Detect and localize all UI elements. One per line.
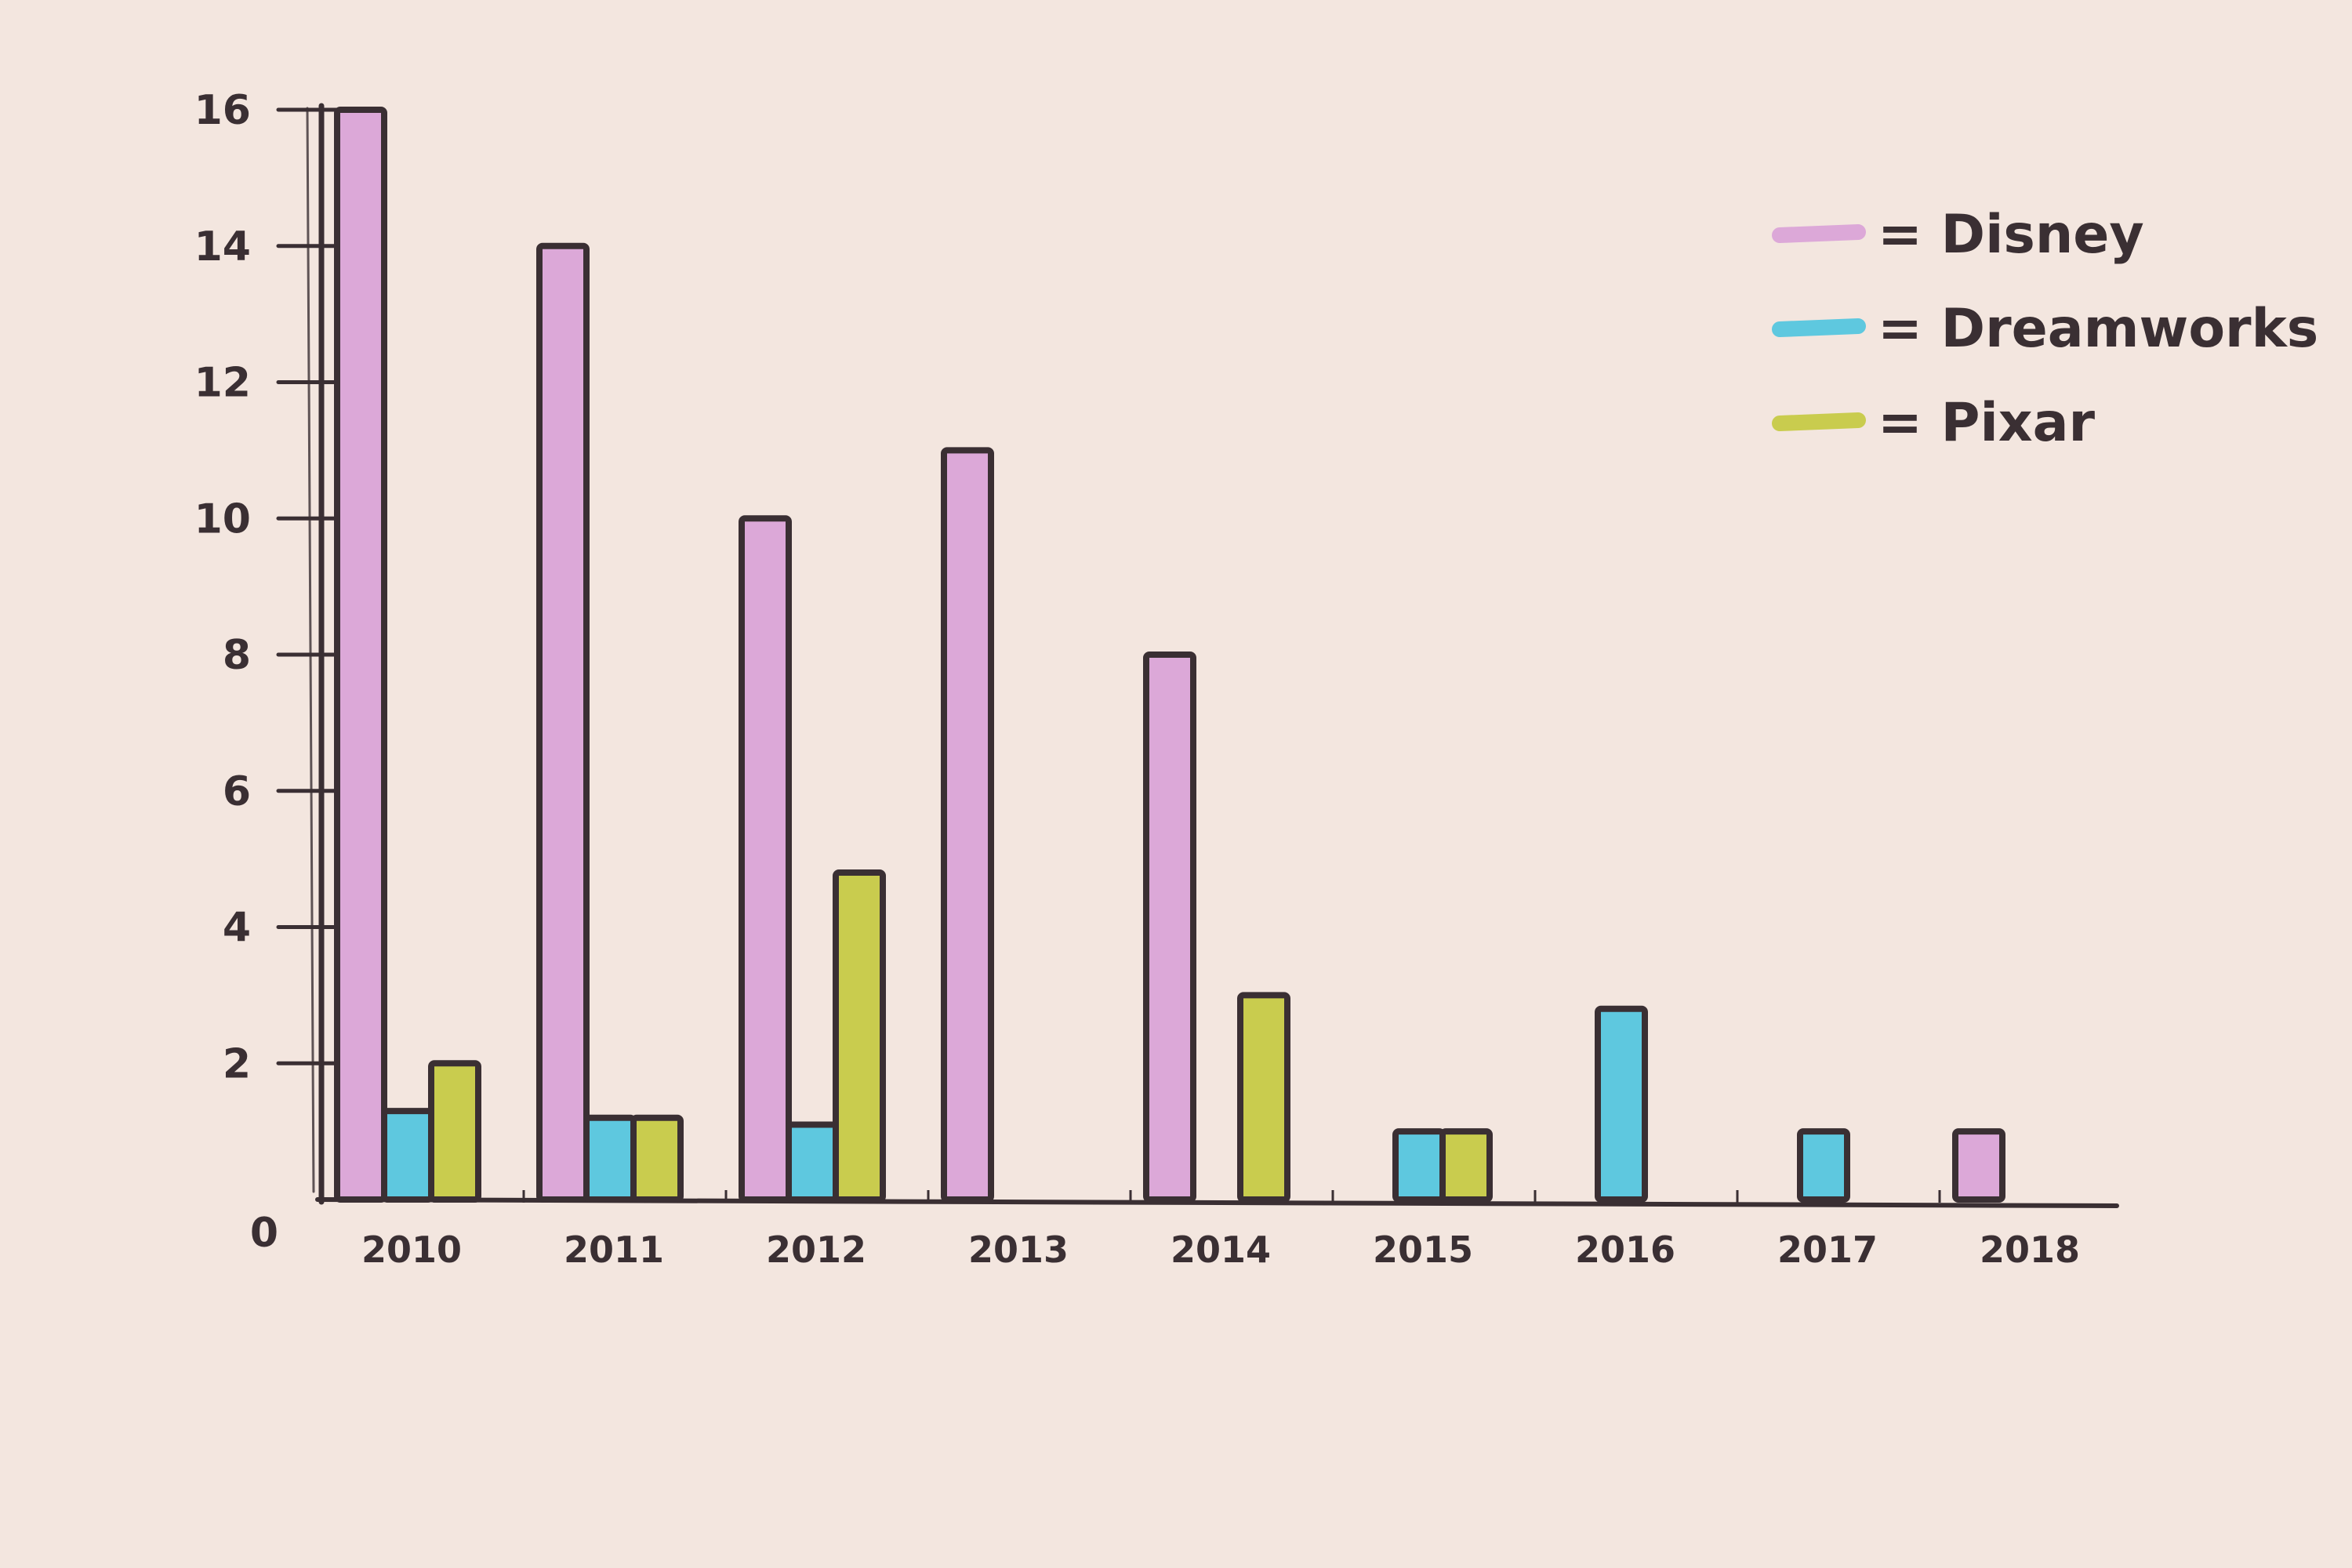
y-axis-ticks: 0 2 4 6 8 10 12 14 16 [194,87,359,1257]
x-tick-label-2016: 2016 [1575,1229,1675,1271]
y-tick-label-12: 12 [194,360,251,407]
chart-legend: = Disney = Dreamworks = Pixar [1772,204,2318,454]
bar-disney-2012 [739,515,792,1203]
chart-bars [334,107,2005,1203]
x-tick-label-2012: 2012 [766,1229,866,1271]
y-tick-label-8: 8 [223,632,251,679]
bar-dreamworks-2012 [786,1121,839,1203]
y-tick-label-2: 2 [223,1040,251,1087]
x-tick-label-2014: 2014 [1171,1229,1271,1271]
bar-disney-2013 [941,447,994,1203]
legend-label-disney: = Disney [1878,204,2144,266]
x-tick-label-2017: 2017 [1777,1229,1878,1271]
y-tick-label-6: 6 [223,768,251,815]
legend-swatch-pixar [1772,412,1866,431]
y-tick-label-4: 4 [223,905,251,952]
y-axis-sketch-line [306,107,315,1193]
bar-dreamworks-2017 [1797,1128,1850,1203]
x-tick-label-2015: 2015 [1373,1229,1473,1271]
bar-disney-2011 [536,242,590,1203]
x-tick-label-2018: 2018 [1980,1229,2080,1271]
legend-swatch-dreamworks [1772,318,1866,337]
x-tick-label-2013: 2013 [968,1229,1069,1271]
legend-label-pixar: = Pixar [1878,392,2096,454]
x-tick-label-2010: 2010 [361,1229,462,1271]
y-tick-label-14: 14 [194,223,251,270]
bar-pixar-2011 [630,1114,684,1203]
bar-disney-2010 [334,107,387,1203]
legend-swatch-disney [1772,224,1866,243]
bar-pixar-2015 [1439,1128,1493,1203]
bar-pixar-2012 [833,869,886,1203]
y-tick-label-0: 0 [250,1210,278,1257]
y-tick-label-16: 16 [194,87,251,134]
bar-pixar-2014 [1237,992,1290,1203]
legend-label-dreamworks: = Dreamworks [1878,298,2318,360]
x-axis-labels: 2010 2011 2012 2013 2014 2015 2016 2017 2018 [361,1229,2080,1271]
y-tick-label-10: 10 [194,495,251,543]
bar-disney-2014 [1143,652,1196,1203]
bar-dreamworks-2015 [1392,1128,1446,1203]
bar-dreamworks-2011 [583,1114,637,1203]
x-tick-label-2011: 2011 [564,1229,664,1271]
bar-dreamworks-2010 [381,1108,434,1203]
bar-disney-2018 [1952,1128,2005,1203]
bar-dreamworks-2016 [1595,1005,1648,1203]
bar-pixar-2010 [428,1060,481,1203]
